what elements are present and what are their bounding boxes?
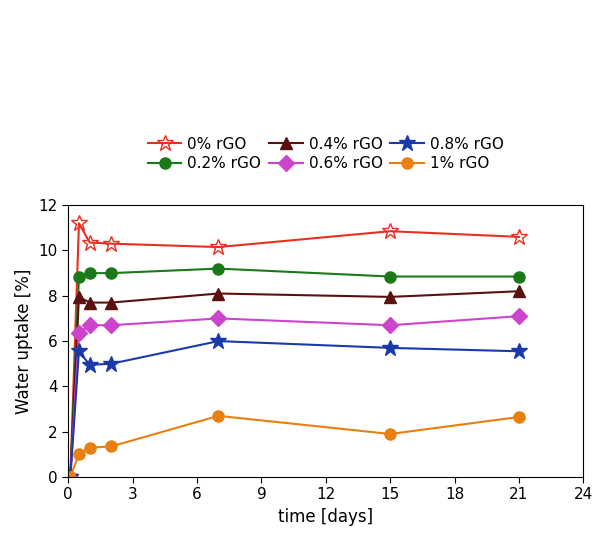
0% rGO xyxy=(67,473,74,480)
1% rGO xyxy=(75,451,83,458)
0.6% rGO xyxy=(64,474,72,480)
0.6% rGO xyxy=(108,322,115,328)
0.2% rGO xyxy=(67,473,74,480)
0.6% rGO xyxy=(75,330,83,337)
0.6% rGO xyxy=(67,473,74,480)
0% rGO xyxy=(108,240,115,247)
0% rGO xyxy=(387,228,394,234)
0.8% rGO xyxy=(516,348,523,354)
Line: 1% rGO: 1% rGO xyxy=(63,410,525,483)
Line: 0.4% rGO: 0.4% rGO xyxy=(62,285,525,483)
0.2% rGO xyxy=(215,265,222,272)
0.4% rGO xyxy=(64,474,72,480)
Line: 0.8% rGO: 0.8% rGO xyxy=(60,333,527,485)
X-axis label: time [days]: time [days] xyxy=(278,508,373,526)
Legend: 0% rGO, 0.2% rGO, 0.4% rGO, 0.6% rGO, 0.8% rGO, 1% rGO: 0% rGO, 0.2% rGO, 0.4% rGO, 0.6% rGO, 0.… xyxy=(148,137,504,171)
0.8% rGO xyxy=(86,361,94,368)
1% rGO xyxy=(516,414,523,420)
1% rGO xyxy=(215,413,222,419)
0.6% rGO xyxy=(215,315,222,322)
0.4% rGO xyxy=(86,299,94,306)
0% rGO xyxy=(64,474,72,480)
0.2% rGO xyxy=(108,270,115,276)
0.2% rGO xyxy=(75,273,83,280)
1% rGO xyxy=(108,443,115,450)
0.8% rGO xyxy=(108,360,115,367)
Line: 0% rGO: 0% rGO xyxy=(60,215,527,485)
1% rGO xyxy=(64,474,72,480)
0.2% rGO xyxy=(64,474,72,480)
0.4% rGO xyxy=(75,294,83,300)
0% rGO xyxy=(516,234,523,240)
Line: 0.2% rGO: 0.2% rGO xyxy=(63,263,525,483)
0% rGO xyxy=(75,220,83,227)
0.4% rGO xyxy=(387,294,394,300)
Line: 0.6% rGO: 0.6% rGO xyxy=(63,311,525,483)
0.4% rGO xyxy=(215,291,222,297)
0.8% rGO xyxy=(215,338,222,344)
0.8% rGO xyxy=(387,345,394,351)
0.4% rGO xyxy=(516,288,523,294)
0.6% rGO xyxy=(516,313,523,319)
Y-axis label: Water uptake [%]: Water uptake [%] xyxy=(15,268,33,414)
0.2% rGO xyxy=(516,273,523,280)
0.4% rGO xyxy=(67,473,74,480)
0.6% rGO xyxy=(86,322,94,328)
0% rGO xyxy=(86,239,94,246)
1% rGO xyxy=(387,431,394,437)
0.8% rGO xyxy=(64,474,72,480)
0.8% rGO xyxy=(67,473,74,480)
0.2% rGO xyxy=(387,273,394,280)
1% rGO xyxy=(67,473,74,480)
0.2% rGO xyxy=(86,270,94,276)
1% rGO xyxy=(86,444,94,451)
0.8% rGO xyxy=(75,348,83,354)
0.6% rGO xyxy=(387,322,394,328)
0% rGO xyxy=(215,244,222,250)
0.4% rGO xyxy=(108,299,115,306)
